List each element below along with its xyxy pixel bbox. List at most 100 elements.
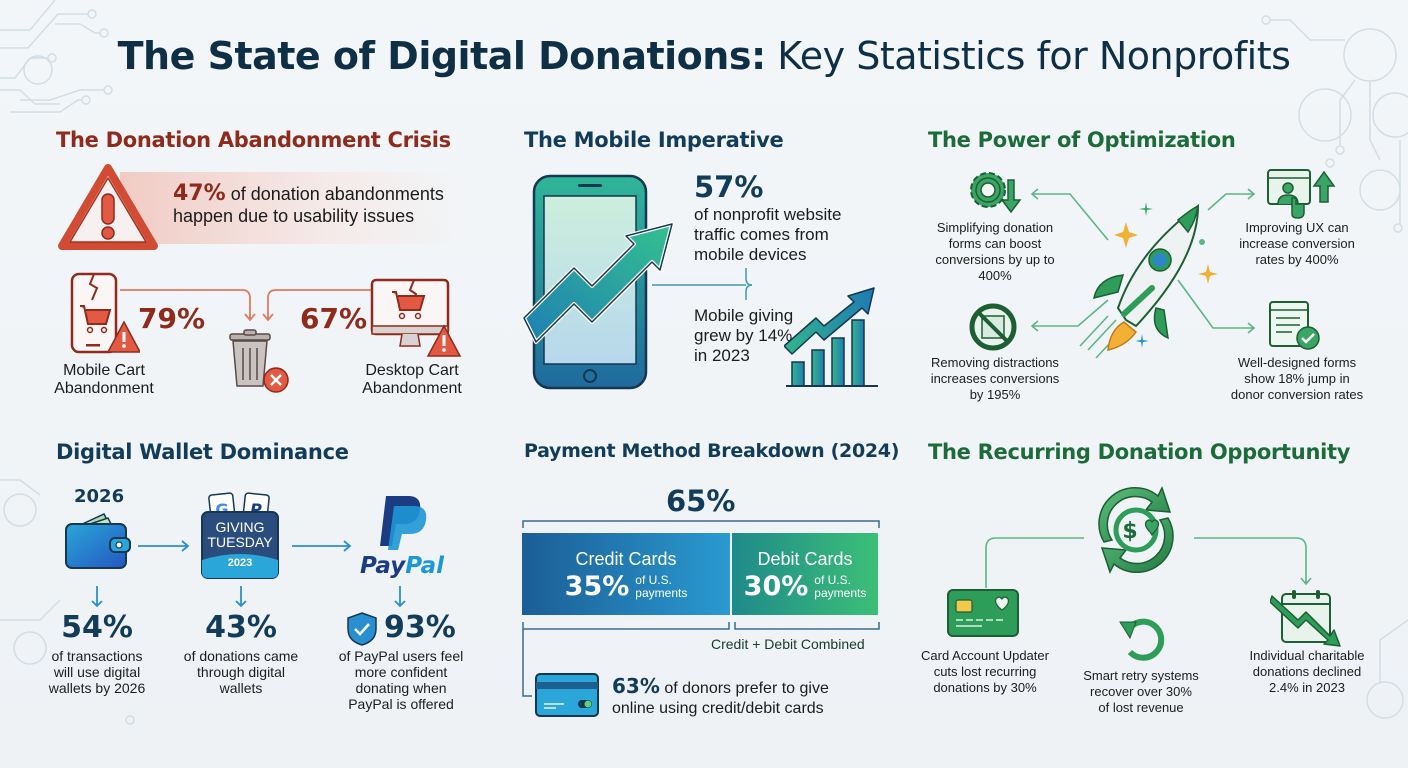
giving-tuesday-badge: G P [201, 492, 279, 579]
wallet3-line1: of PayPal users feel [338, 648, 464, 664]
opt1-line1: Simplifying donation [936, 220, 1054, 235]
wallet-stat-1-text: of transactions will use digital wallets… [30, 648, 164, 696]
opt2-line3: rates by 400% [1255, 252, 1339, 267]
mobile-traffic-pct: 57% [694, 170, 764, 204]
rec3-line2: donations declined [1252, 664, 1362, 679]
arrow-down-icon [91, 586, 103, 608]
debit-pct: 30% [743, 571, 809, 602]
combined-pct: 65% [666, 484, 736, 518]
wallet3-line3: donating when [355, 680, 447, 696]
wallet-stat-3-text: of PayPal users feel more confident dona… [330, 648, 472, 712]
desktop-label-line2: Abandonment [362, 380, 462, 397]
mobile-connector-line [652, 268, 753, 300]
phone-growth-arrow-icon [522, 174, 674, 390]
wallet3-line4: PayPal is offered [348, 696, 454, 712]
mobile-traffic-line3: mobile devices [694, 245, 807, 264]
mobile-abandonment-pct: 79% [138, 302, 206, 335]
wallet-stat-3-pct: 93% [384, 610, 456, 645]
mobile-traffic-line2: traffic comes from [694, 225, 829, 244]
rec1-line1: Card Account Updater [921, 648, 1049, 663]
wallet3-line2: more confident [354, 664, 448, 680]
desktop-abandonment-label: Desktop Cart Abandonment [352, 362, 472, 398]
optimization-item-1: Simplifying donation forms can boost con… [920, 220, 1070, 284]
section-title-payment: Payment Method Breakdown (2024) [524, 440, 900, 462]
warning-triangle-icon [58, 164, 158, 250]
mobile-label-line2: Abandonment [54, 380, 154, 397]
mobile-abandonment-label: Mobile Cart Abandonment [44, 362, 164, 398]
credit-label: Credit Cards [575, 549, 677, 569]
wallet2-line2: through digital [197, 664, 285, 680]
page-title-light: Key Statistics for Nonprofits [777, 34, 1291, 78]
wallet1-line3: wallets by 2026 [48, 680, 146, 696]
opt2-line1: Improving UX can [1245, 220, 1349, 235]
rec1-line2: cuts lost recurring [933, 664, 1037, 679]
rec1-line3: donations by 30% [933, 680, 1037, 695]
mobile-traffic-line1: of nonprofit website [694, 205, 842, 224]
opt1-line2: forms can boost [948, 236, 1042, 251]
badge-line2: TUESDAY [207, 534, 273, 550]
wallet1-line2: will use digital [53, 664, 141, 680]
recurring-item-1: Card Account Updater cuts lost recurring… [908, 648, 1062, 696]
opt3-line3: by 195% [969, 387, 1021, 402]
recurring-dollar-heart-icon: $ [1098, 486, 1174, 574]
abandonment-headline-pct: 47% [173, 181, 226, 206]
mobile-label-line1: Mobile Cart [63, 362, 145, 379]
ux-window-arrow-up-icon [1267, 169, 1336, 219]
badge-line1: GIVING [215, 519, 265, 535]
opt3-line2: increases conversions [930, 371, 1060, 386]
optimization-item-4: Well-designed forms show 18% jump in don… [1218, 355, 1376, 403]
rocket-launch-icon [1030, 188, 1256, 359]
wallet-stat-1-pct: 54% [61, 610, 133, 645]
wallet2-line1: of donations came [183, 648, 299, 664]
paypal-word-pay: Pay [360, 553, 406, 579]
mobile-growth-line3: in 2023 [694, 346, 750, 365]
arrow-right-icon [292, 540, 352, 552]
card-preference-line1: of donors prefer to give [664, 680, 829, 697]
arrow-down-icon [394, 586, 406, 608]
section-title-optimization: The Power of Optimization [928, 128, 1236, 152]
card-preference-line2: online using credit/debit cards [612, 700, 824, 717]
wallet-icon [65, 513, 131, 569]
desktop-label-line1: Desktop Cart [365, 362, 459, 379]
opt4-line2: show 18% jump in [1244, 371, 1350, 386]
arrow-down-icon [235, 586, 247, 608]
paypal-wordmark: PayPal [360, 553, 444, 579]
combined-label: Credit + Debit Combined [711, 636, 865, 652]
section-title-abandonment: The Donation Abandonment Crisis [56, 128, 451, 152]
section-title-recurring: The Recurring Donation Opportunity [928, 440, 1351, 464]
payment-brackets [522, 520, 880, 697]
debit-sub2: payments [814, 585, 867, 600]
bar-chart-growth-icon [784, 287, 878, 387]
optimization-item-2: Improving UX can increase conversion rat… [1222, 220, 1372, 268]
desktop-abandonment-pct: 67% [300, 302, 368, 335]
arrow-right-icon [138, 540, 190, 552]
badge-year: 2023 [227, 557, 253, 569]
trash-delete-icon [229, 329, 289, 393]
card-preference-pct: 63% [612, 674, 660, 698]
section-title-wallet: Digital Wallet Dominance [56, 440, 349, 464]
retry-arrow-icon [1119, 618, 1165, 661]
gear-download-icon [970, 172, 1022, 214]
opt3-line1: Removing distractions [931, 355, 1059, 370]
wallet-stat-2-text: of donations came through digital wallet… [170, 648, 312, 696]
opt1-line3: conversions by up to [935, 252, 1055, 267]
page-title-bold: The State of Digital Donations: [117, 34, 767, 78]
page-title: The State of Digital Donations: Key Stat… [0, 34, 1408, 78]
mobile-growth-line2: grew by 14% [694, 326, 793, 345]
credit-pct: 35% [564, 571, 630, 602]
section-title-mobile: The Mobile Imperative [524, 128, 784, 152]
mobile-cart-broken-icon [70, 272, 140, 354]
svg-text:$: $ [1122, 519, 1137, 544]
wallet-year-label: 2026 [74, 486, 125, 507]
calendar-decline-icon [1270, 590, 1341, 647]
rec3-line1: Individual charitable [1249, 648, 1365, 663]
credit-sub1: of U.S. [635, 572, 672, 587]
no-distractions-icon [969, 303, 1017, 351]
mobile-growth-text: Mobile giving grew by 14% in 2023 [694, 306, 793, 366]
recurring-item-3: Individual charitable donations declined… [1232, 648, 1382, 696]
abandonment-headline-line2: happen due to usability issues [173, 206, 415, 226]
shield-check-icon [347, 612, 377, 646]
opt4-line1: Well-designed forms [1237, 355, 1357, 370]
debit-cards-bar: Debit Cards 30% of U.S. payments [732, 533, 878, 615]
card-heart-icon [947, 589, 1019, 637]
